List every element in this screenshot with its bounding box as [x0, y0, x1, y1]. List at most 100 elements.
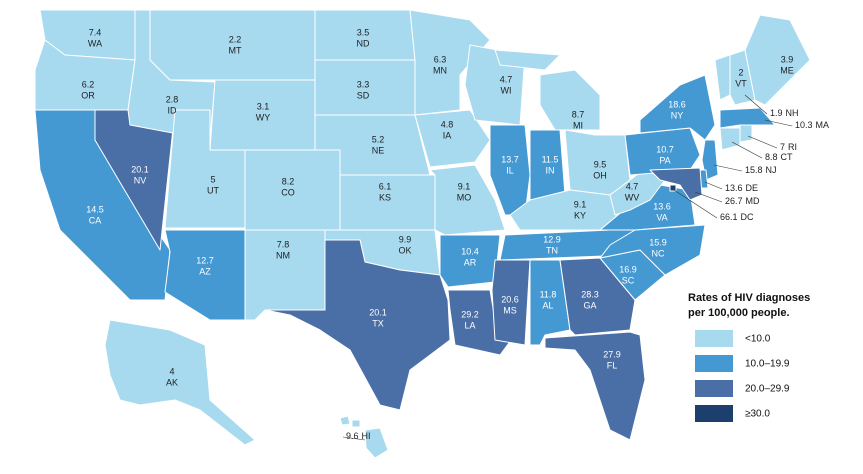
state-abbr: NM [276, 250, 290, 260]
state-label: 8.8 CT [765, 152, 793, 162]
state-value: 5.2 [372, 134, 385, 144]
state [494, 49, 601, 131]
state-value: 7.8 [277, 239, 290, 249]
state-value: 18.6 [668, 99, 686, 109]
state [714, 54, 731, 101]
state [639, 74, 716, 141]
state-abbr: TN [546, 245, 558, 255]
state [104, 319, 256, 446]
state-value: 9.9 [399, 234, 412, 244]
state-abbr: DC [741, 212, 754, 222]
state [429, 164, 506, 236]
state-label: 10.3 MA [795, 120, 829, 130]
leader-line [713, 164, 743, 172]
state-value: 4.7 [626, 181, 639, 191]
legend-swatch [695, 355, 733, 372]
state-value: 9.6 [346, 431, 359, 441]
state-value: 8.2 [282, 176, 295, 186]
state-value: 9.1 [574, 199, 587, 209]
state-abbr: TX [372, 318, 384, 328]
state-abbr: CO [281, 187, 295, 197]
state-value: 8.7 [572, 109, 585, 119]
state-value: 4.7 [500, 74, 513, 84]
state-value: 10.3 [795, 120, 813, 130]
state-labels: 7.4WA6.2OR14.5CA20.1NV2.8ID2.2MT3.1WY5UT… [81, 27, 829, 441]
state-abbr: IN [546, 165, 555, 175]
state-abbr: DE [746, 183, 759, 193]
state-abbr: AZ [199, 266, 211, 276]
state-value: 1.9 [770, 108, 783, 118]
state-value: 27.9 [603, 349, 621, 359]
state-value: 5 [210, 174, 215, 184]
state-abbr: LA [464, 320, 475, 330]
state-value: 7 [780, 142, 785, 152]
state-value: 9.1 [458, 181, 471, 191]
state-value: 6.1 [379, 181, 392, 191]
state-abbr: GA [583, 300, 596, 310]
state-abbr: AK [166, 377, 178, 387]
state-value: 11.8 [540, 289, 557, 299]
state-value: 6.2 [82, 79, 95, 89]
state-value: 10.4 [461, 246, 479, 256]
state-value: 3.3 [357, 79, 370, 89]
state-abbr: MS [503, 305, 517, 315]
state-abbr: WA [88, 38, 102, 48]
state-label: 26.7 MD [725, 196, 760, 206]
state-value: 15.9 [649, 237, 667, 247]
state-value: 14.5 [86, 204, 104, 214]
state-label: 13.6 DE [725, 183, 758, 193]
state-value: 7.4 [89, 27, 102, 37]
state-abbr: CT [781, 152, 793, 162]
state-abbr: AL [542, 300, 553, 310]
state-abbr: WV [625, 192, 640, 202]
state-abbr: IL [506, 165, 514, 175]
state-abbr: VT [735, 78, 747, 88]
legend-swatch [695, 380, 733, 397]
state-abbr: MO [457, 192, 472, 202]
state [649, 167, 703, 201]
state [609, 164, 666, 216]
legend-label: ≥30.0 [745, 409, 770, 420]
state [739, 124, 753, 143]
state-abbr: MD [746, 196, 760, 206]
leader-line [744, 94, 768, 115]
state-abbr: MN [433, 65, 447, 75]
state-value: 66.1 [720, 212, 738, 222]
state-value: 4 [169, 366, 174, 376]
state-value: 13.6 [653, 201, 671, 211]
state-value: 10.7 [656, 144, 674, 154]
state [409, 9, 491, 116]
state-value: 2.8 [166, 94, 179, 104]
state-abbr: ME [780, 65, 794, 75]
state-value: 9.5 [594, 159, 607, 169]
state [339, 415, 389, 459]
state-value: 29.2 [461, 309, 479, 319]
state-value: 3.5 [357, 27, 370, 37]
state-value: 4.8 [441, 119, 454, 129]
legend-label: <10.0 [745, 334, 771, 345]
state-abbr: NY [671, 110, 684, 120]
leader-line [704, 181, 723, 190]
state-abbr: UT [207, 185, 219, 195]
state [264, 239, 451, 411]
state-abbr: MI [573, 120, 583, 130]
state [439, 234, 501, 288]
state-value: 8.8 [765, 152, 778, 162]
state-value: 20.1 [369, 307, 387, 317]
state-abbr: PA [659, 155, 670, 165]
state-abbr: WY [256, 112, 271, 122]
state-label: 7 RI [780, 142, 797, 152]
leader-line [731, 141, 763, 159]
state-abbr: VA [656, 212, 667, 222]
state [719, 107, 776, 129]
legend-title: Rates of HIV diagnoses [688, 292, 810, 304]
state [599, 224, 706, 276]
legend-swatch [695, 405, 733, 422]
state-value: 3.9 [781, 54, 794, 64]
state-label: 66.1 DC [720, 212, 754, 222]
state-value: 12.7 [196, 255, 214, 265]
state-abbr: CA [89, 215, 102, 225]
leader-line [747, 135, 778, 149]
state-label: 9.6 HI [346, 431, 371, 441]
